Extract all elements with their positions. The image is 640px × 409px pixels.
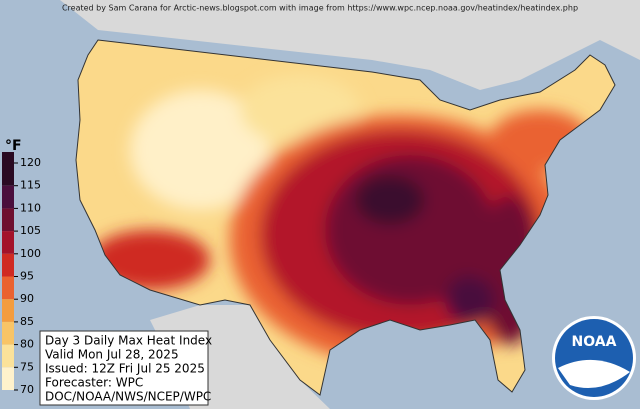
colorbar-band bbox=[2, 253, 14, 277]
info-line: Forecaster: WPC bbox=[45, 376, 143, 390]
tick-label: 105 bbox=[20, 224, 41, 237]
tick-label: 90 bbox=[20, 292, 34, 305]
colorbar-band bbox=[2, 208, 14, 232]
tick-label: 110 bbox=[20, 201, 41, 214]
tick-label: 75 bbox=[20, 360, 34, 373]
colorbar-band bbox=[2, 185, 14, 209]
logo-wave bbox=[558, 359, 630, 389]
extreme-region bbox=[445, 275, 495, 325]
info-box bbox=[39, 330, 209, 406]
info-line: DOC/NOAA/NWS/NCEP/WPC bbox=[45, 390, 211, 404]
legend-unit: °F bbox=[5, 138, 22, 154]
tick-label: 115 bbox=[20, 179, 41, 192]
tick-label: 70 bbox=[20, 383, 34, 396]
colorbar-band bbox=[2, 231, 14, 254]
tick-label: 85 bbox=[20, 315, 34, 328]
colorbar-band bbox=[2, 367, 14, 390]
extreme-region bbox=[355, 175, 425, 225]
info-line: Issued: 12Z Fri Jul 25 2025 bbox=[45, 362, 205, 376]
tick-label: 80 bbox=[20, 338, 34, 351]
colorbar-band bbox=[2, 299, 14, 322]
tick-label: 120 bbox=[20, 156, 41, 169]
colorbar-band bbox=[2, 163, 14, 186]
legend: 120 115 110 105 100 95 90 85 80 75 70 bbox=[2, 152, 41, 396]
colorbar-band bbox=[2, 321, 14, 345]
colorbar-band bbox=[2, 344, 14, 368]
colorbar-top bbox=[2, 152, 14, 163]
cool-region bbox=[130, 90, 270, 210]
tick-label: 95 bbox=[20, 270, 34, 283]
colorbar-band bbox=[2, 276, 14, 300]
info-line: Day 3 Daily Max Heat Index bbox=[45, 334, 212, 348]
logo-text: NOAA bbox=[572, 334, 617, 350]
info-line: Valid Mon Jul 28, 2025 bbox=[45, 348, 179, 362]
credit: Created by Sam Carana for Arctic-news.bl… bbox=[62, 4, 578, 13]
canada bbox=[0, 0, 640, 90]
tick-label: 100 bbox=[20, 247, 41, 260]
us-outline bbox=[75, 39, 616, 396]
